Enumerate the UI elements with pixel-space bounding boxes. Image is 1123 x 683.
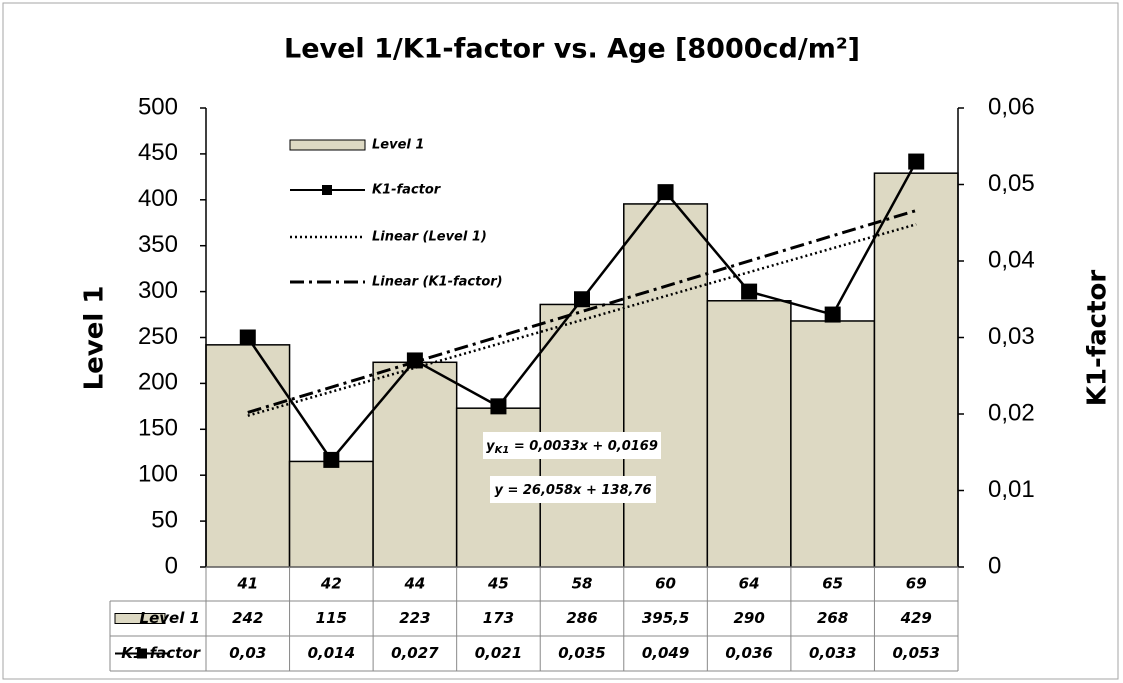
x-tick-label: 64: [739, 575, 760, 593]
table-value: 429: [900, 609, 932, 627]
table-value: 173: [483, 609, 514, 627]
marker: [574, 291, 590, 308]
marker: [657, 184, 674, 201]
table-value: 268: [817, 609, 848, 627]
y2-tick-label: 0,03: [988, 323, 1035, 350]
bar: [288, 460, 374, 568]
y-tick-label: 0: [165, 552, 178, 579]
y2-tick-label: 0,01: [988, 476, 1035, 503]
y-tick-label: 150: [138, 415, 178, 442]
y-tick-label: 400: [138, 185, 178, 212]
equation-rest: = 26,058x + 138,76: [503, 483, 652, 498]
x-tick-label: 69: [906, 575, 927, 593]
equation-box: [483, 432, 661, 459]
table-series-name: Level 1: [140, 609, 200, 627]
x-tick-label: 44: [403, 575, 425, 593]
equation-subscript: K1: [495, 445, 510, 456]
x-tick-label: 42: [320, 575, 342, 593]
table-value: 0,033: [809, 644, 856, 662]
table-value: 0,03: [229, 644, 266, 662]
legend-label: Level 1: [372, 138, 424, 153]
bar: [873, 172, 959, 568]
equation-box: [490, 476, 656, 503]
trendline-equation: y = 26,058x + 138,76: [494, 483, 651, 498]
table-value: 223: [399, 609, 430, 627]
y2-tick-label: 0,04: [988, 246, 1035, 273]
y-tick-label: 100: [138, 461, 178, 488]
marker: [323, 451, 340, 468]
bar: [623, 203, 709, 568]
legend-label: Linear (K1-factor): [372, 275, 503, 290]
marker: [908, 153, 925, 170]
table-series-name: K1-factor: [121, 644, 201, 662]
table-value: 115: [316, 609, 347, 627]
x-tick-label: 45: [487, 575, 509, 593]
x-tick-label: 65: [822, 575, 843, 593]
table-value: 242: [232, 609, 263, 627]
table-value: 0,014: [308, 644, 355, 662]
table-key: [114, 613, 166, 624]
y-tick-label: 50: [151, 506, 178, 533]
trendline: [247, 209, 917, 414]
marker: [824, 306, 841, 323]
table-value: 395,5: [642, 609, 689, 627]
legend-label: K1-factor: [372, 183, 442, 198]
plot: 0 50 100 150 200 250 300 350 400 450 500 0 0,01 0,02 0…: [109, 93, 1035, 672]
chart-title: Level 1/K1-factor vs. Age [8000cd/m²]: [284, 34, 860, 65]
table-value: 286: [566, 609, 597, 627]
y-tick-label: 200: [138, 369, 178, 396]
bar: [790, 320, 876, 568]
y-tick-label: 300: [138, 277, 178, 304]
x-tick-label: 58: [572, 575, 593, 593]
legend-swatch: [289, 139, 366, 151]
y-tick-label: 350: [138, 231, 178, 258]
x-tick-label: 41: [236, 575, 258, 593]
y2-tick-label: 0,02: [988, 399, 1035, 426]
bar: [706, 300, 792, 568]
bar: [372, 361, 458, 568]
table-value: 0,053: [892, 644, 939, 662]
equation-variable: y: [486, 439, 495, 454]
table-value: 0,049: [642, 644, 689, 662]
bar: [205, 344, 291, 568]
table-value: 290: [733, 609, 764, 627]
marker: [741, 283, 758, 300]
table-value: 0,036: [725, 644, 772, 662]
marker: [490, 398, 507, 415]
table-value: 0,027: [391, 644, 439, 662]
y-axis-title: Level 1: [80, 286, 110, 391]
trendline-equation: yK1 = 0,0033x + 0,0169: [486, 439, 658, 457]
y-tick-label: 500: [138, 93, 178, 120]
table-value: 0,035: [558, 644, 605, 662]
legend-label: Linear (Level 1): [372, 230, 487, 245]
table-value: 0,021: [475, 644, 522, 662]
marker: [406, 352, 423, 369]
y-tick-label: 250: [138, 323, 178, 350]
equation-variable: y: [494, 483, 503, 498]
legend-swatch: [322, 185, 332, 195]
marker: [239, 329, 256, 346]
x-tick-label: 60: [655, 575, 676, 593]
y2-tick-label: 0,05: [988, 170, 1035, 197]
equation-rest: = 0,0033x + 0,0169: [509, 439, 658, 454]
table-key: [137, 648, 147, 659]
y2-tick-label: 0,06: [988, 93, 1035, 120]
y2-axis-title: K1-factor: [1083, 270, 1113, 407]
y2-tick-label: 0: [988, 552, 1001, 579]
trendline: [247, 223, 917, 417]
y-tick-label: 450: [138, 139, 178, 166]
